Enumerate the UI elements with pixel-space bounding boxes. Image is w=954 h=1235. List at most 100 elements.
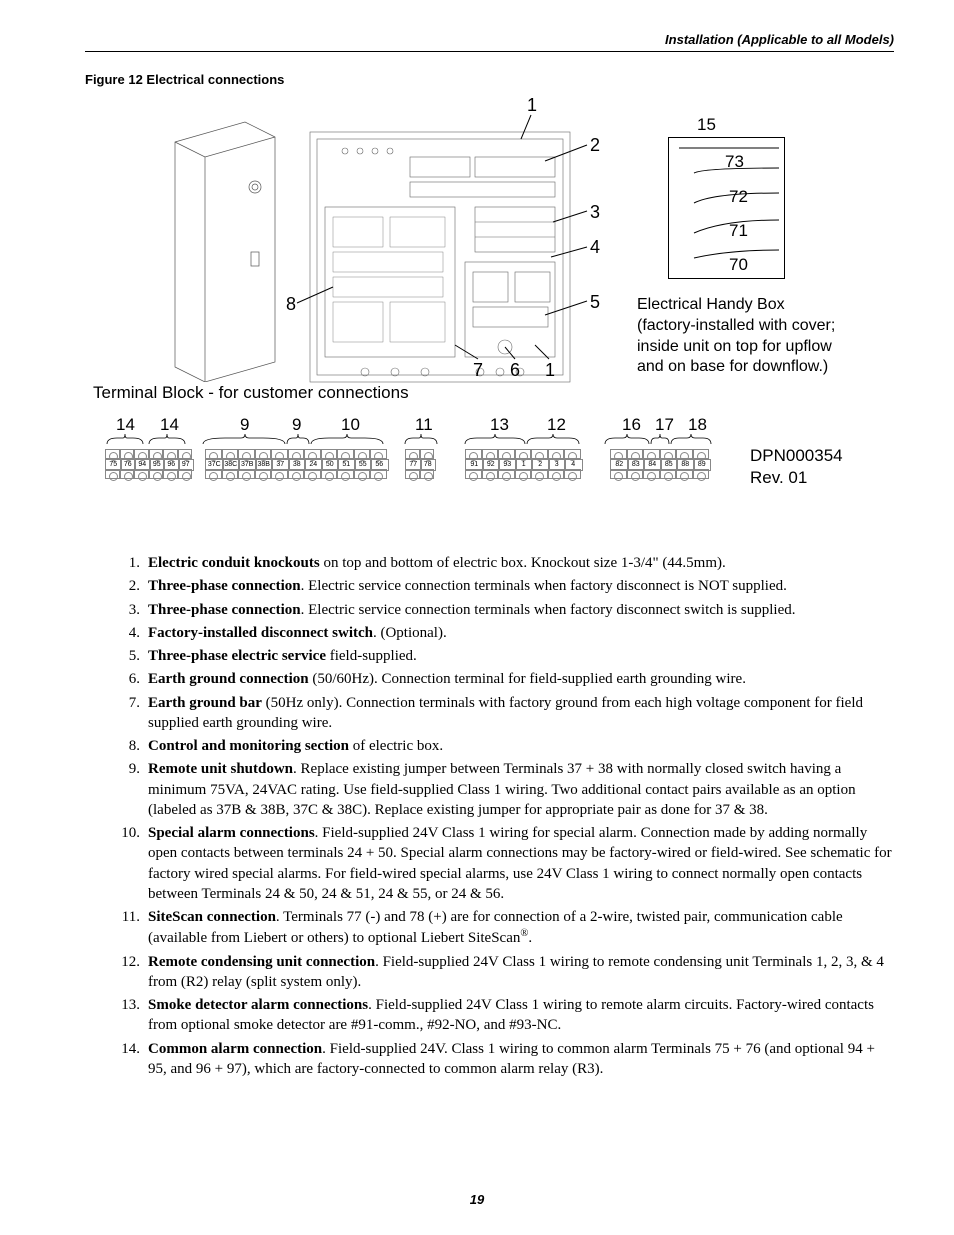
tb-screw — [205, 449, 222, 459]
note-item: 9.Remote unit shutdown. Replace existing… — [110, 759, 894, 820]
note-text: Three-phase connection. Electric service… — [148, 578, 787, 594]
note-item: 5. Three-phase electric service field-sup… — [110, 646, 894, 666]
tb-screw — [564, 469, 581, 479]
tb-screw — [105, 449, 120, 459]
note-item: 11.SiteScan connection. Terminals 77 (-)… — [110, 907, 894, 949]
tb-screw — [643, 469, 660, 479]
tb-screw — [370, 469, 387, 479]
note-number: 1. — [110, 553, 140, 573]
tb-screw — [149, 469, 164, 479]
note-number: 4. — [110, 623, 140, 643]
tb-screw — [405, 469, 420, 479]
note-text: Remote condensing unit connection. Field… — [148, 954, 884, 990]
tb-screw — [134, 449, 149, 459]
note-number: 14. — [110, 1039, 140, 1059]
leader-lines — [85, 97, 645, 397]
tb-screw — [178, 449, 193, 459]
note-number: 6. — [110, 669, 140, 689]
handy-label-15: 15 — [697, 115, 716, 135]
note-number: 8. — [110, 736, 140, 756]
dpn-line-1: Rev. 01 — [750, 468, 807, 487]
note-number: 5. — [110, 646, 140, 666]
note-item: 7. Earth ground bar (50Hz only). Connecti… — [110, 693, 894, 734]
tb-screw — [238, 469, 255, 479]
note-item: 4. Factory-installed disconnect switch. (… — [110, 623, 894, 643]
tb-screw — [693, 469, 710, 479]
tb-screw — [205, 469, 222, 479]
tb-screw — [420, 469, 435, 479]
note-number: 2. — [110, 576, 140, 596]
page-number: 19 — [0, 1192, 954, 1207]
note-item: 14.Common alarm connection. Field-suppli… — [110, 1039, 894, 1080]
note-text: Factory-installed disconnect switch. (Op… — [148, 625, 447, 641]
tb-screw — [120, 469, 135, 479]
tb-screw — [420, 449, 435, 459]
note-number: 13. — [110, 995, 140, 1015]
tb-screw — [337, 469, 354, 479]
tb-screw — [255, 449, 272, 459]
note-item: 2. Three-phase connection. Electric servi… — [110, 576, 894, 596]
note-item: 13. Smoke detector alarm connections. Fie… — [110, 995, 894, 1036]
handy-label-71: 71 — [729, 221, 748, 241]
tb-screw — [548, 449, 565, 459]
tb-screw — [337, 449, 354, 459]
tb-screw — [321, 469, 338, 479]
tb-screw — [271, 469, 288, 479]
note-item: 10.Special alarm connections. Field-supp… — [110, 823, 894, 904]
notes-list: 1. Electric conduit knockouts on top and … — [110, 553, 894, 1079]
tb-screw — [482, 469, 499, 479]
tb-screw — [354, 449, 371, 459]
tb-screw — [271, 449, 288, 459]
tb-screw — [515, 449, 532, 459]
tb-screw — [304, 449, 321, 459]
tb-screw — [498, 449, 515, 459]
running-header: Installation (Applicable to all Models) — [85, 32, 894, 52]
tb-screw — [105, 469, 120, 479]
tb-screw — [149, 449, 164, 459]
tb-screw — [321, 449, 338, 459]
tb-screw — [222, 449, 239, 459]
note-item: 8. Control and monitoring section of elec… — [110, 736, 894, 756]
tb-screw — [548, 469, 565, 479]
tb-screw — [405, 449, 420, 459]
tb-screw — [465, 469, 482, 479]
note-text: Three-phase electric service field-suppl… — [148, 648, 417, 664]
tb-screw — [498, 469, 515, 479]
note-item: 6. Earth ground connection (50/60Hz). Con… — [110, 669, 894, 689]
tb-screw — [482, 449, 499, 459]
terminal-braces — [85, 432, 785, 450]
handy-line-3: and on base for downflow.) — [637, 358, 828, 375]
note-text: Smoke detector alarm connections. Field-… — [148, 997, 874, 1033]
tb-screw — [610, 469, 627, 479]
note-text: Control and monitoring section of electr… — [148, 738, 443, 754]
tb-screw — [304, 469, 321, 479]
note-number: 10. — [110, 823, 140, 843]
tb-screw — [238, 449, 255, 459]
note-number: 12. — [110, 952, 140, 972]
note-number: 7. — [110, 693, 140, 713]
tb-screw — [676, 449, 693, 459]
note-number: 3. — [110, 600, 140, 620]
tb-screw — [288, 449, 305, 459]
tb-screw — [255, 469, 272, 479]
handy-line-2: inside unit on top for upflow — [637, 338, 832, 355]
note-number: 11. — [110, 907, 140, 927]
handy-box-text: Electrical Handy Box (factory-installed … — [637, 295, 917, 378]
note-text: Earth ground bar (50Hz only). Connection… — [148, 695, 863, 731]
tb-screw — [178, 469, 193, 479]
tb-screw — [515, 469, 532, 479]
note-item: 12. Remote condensing unit connection. Fi… — [110, 952, 894, 993]
figure-area: 15 73 72 71 70 Electrical Handy Box (fac… — [85, 97, 894, 547]
terminal-block-label: Terminal Block - for customer connection… — [93, 383, 409, 403]
handy-label-73: 73 — [725, 152, 744, 172]
dpn-label: DPN000354 Rev. 01 — [750, 445, 843, 489]
note-text: Earth ground connection (50/60Hz). Conne… — [148, 671, 746, 687]
figure-caption: Figure 12 Electrical connections — [85, 72, 894, 87]
tb-screw — [163, 449, 178, 459]
tb-screw — [660, 469, 677, 479]
note-text: Electric conduit knockouts on top and bo… — [148, 555, 726, 571]
tb-screw — [676, 469, 693, 479]
handy-label-70: 70 — [729, 255, 748, 275]
tb-screw — [610, 449, 627, 459]
tb-screw — [163, 469, 178, 479]
